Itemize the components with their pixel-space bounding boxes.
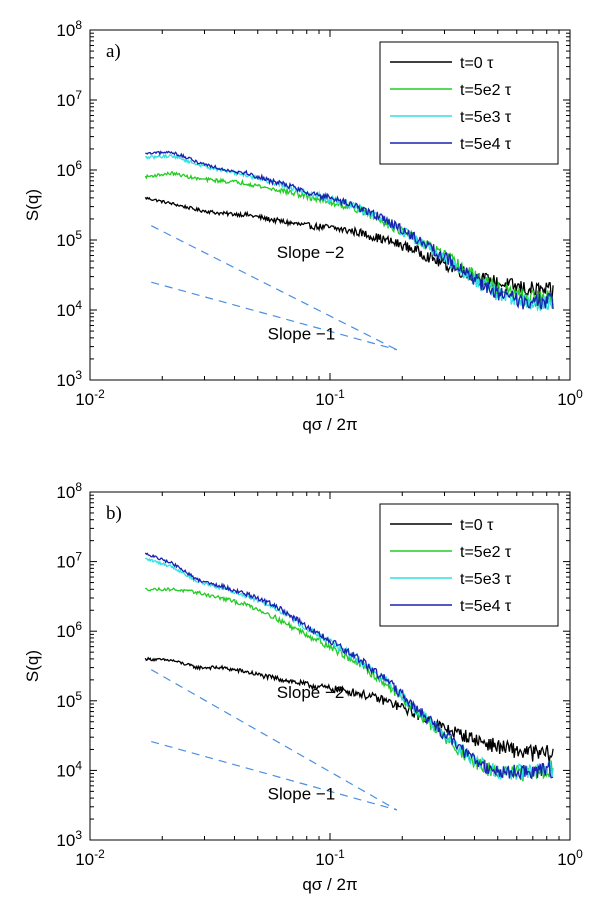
y-tick-label-exponent: 7	[75, 550, 82, 564]
panel-label: a)	[106, 41, 121, 62]
x-tick-label: 10-1	[315, 387, 345, 409]
legend: t=0 τ t=5e2 τ t=5e3 τ t=5e4 τ	[379, 503, 559, 627]
slope-1-label: Slope −1	[268, 324, 336, 343]
legend: t=0 τ t=5e2 τ t=5e3 τ t=5e4 τ	[379, 41, 559, 165]
slope-2-guide-line	[150, 225, 398, 351]
y-tick-label-base: 10	[56, 301, 75, 320]
x-axis-label: qσ / 2π	[302, 875, 357, 894]
legend-entry: t=5e3 τ	[460, 571, 512, 588]
y-tick-label-base: 10	[56, 371, 75, 390]
series-group	[144, 552, 554, 782]
x-tick-label: 100	[557, 387, 583, 409]
series-line-3	[144, 552, 554, 781]
y-tick-label-exponent: 5	[75, 228, 82, 242]
y-tick-label-base: 10	[56, 553, 75, 572]
y-tick-label-exponent: 8	[75, 480, 82, 494]
y-tick-label: 105	[56, 689, 82, 711]
x-tick-label-exponent: -1	[334, 847, 345, 861]
y-tick-label-exponent: 8	[75, 18, 82, 32]
y-axis-label: S(q)	[23, 650, 42, 682]
legend-entry: t=5e4 τ	[460, 136, 512, 153]
slope-1-guide-line	[151, 281, 398, 351]
y-tick-label: 106	[56, 158, 82, 180]
plot-border	[89, 491, 571, 841]
x-tick-label: 100	[557, 847, 583, 869]
y-tick-label: 104	[56, 298, 82, 320]
slope-1-guide-line	[151, 740, 398, 811]
legend-entry: t=0 τ	[460, 55, 494, 72]
plot-border	[89, 29, 571, 381]
y-tick-label: 108	[56, 18, 82, 40]
legend-entry: t=5e2 τ	[460, 544, 512, 561]
y-tick-label: 105	[56, 228, 82, 250]
series-group	[144, 150, 554, 313]
y-tick-label-exponent: 5	[75, 689, 82, 703]
y-tick-label-base: 10	[56, 21, 75, 40]
y-tick-label-exponent: 4	[75, 298, 82, 312]
y-tick-label-base: 10	[56, 91, 75, 110]
axis-ticks	[89, 29, 571, 381]
series-line-0	[144, 656, 554, 763]
y-tick-label-exponent: 4	[75, 758, 82, 772]
x-tick-label-base: 10	[315, 390, 334, 409]
slope-2-guide-line	[150, 669, 398, 811]
x-tick-label-exponent: 0	[576, 387, 583, 401]
legend-entry: t=5e2 τ	[460, 82, 512, 99]
legend-entry: t=0 τ	[460, 517, 494, 534]
x-tick-label-exponent: 0	[576, 847, 583, 861]
slope-2-label: Slope −2	[277, 243, 345, 262]
y-tick-label-base: 10	[56, 692, 75, 711]
y-tick-label-exponent: 6	[75, 619, 82, 633]
series-line-2	[145, 153, 554, 313]
x-tick-label: 10-1	[315, 847, 345, 869]
slope-2-label: Slope −2	[277, 683, 345, 702]
y-tick-label: 108	[56, 480, 82, 502]
y-tick-label-base: 10	[56, 622, 75, 641]
x-tick-label: 10-2	[75, 847, 105, 869]
x-tick-label-exponent: -2	[94, 387, 105, 401]
y-tick-label-exponent: 3	[75, 828, 82, 842]
y-tick-label-base: 10	[56, 161, 75, 180]
y-tick-label: 107	[56, 550, 82, 572]
panel-label: b)	[106, 503, 122, 524]
x-tick-label-exponent: -2	[94, 847, 105, 861]
series-line-3	[145, 150, 554, 310]
x-tick-label: 10-2	[75, 387, 105, 409]
y-tick-label-exponent: 6	[75, 158, 82, 172]
x-tick-label-base: 10	[557, 850, 576, 869]
series-line-0	[144, 196, 554, 299]
y-tick-label-base: 10	[56, 231, 75, 250]
y-tick-label: 107	[56, 88, 82, 110]
x-tick-label-base: 10	[315, 850, 334, 869]
y-tick-label: 103	[56, 368, 82, 390]
slope-1-label: Slope −1	[268, 785, 336, 804]
x-tick-label-exponent: -1	[334, 387, 345, 401]
x-axis-label: qσ / 2π	[302, 415, 357, 434]
y-tick-label-base: 10	[56, 831, 75, 850]
y-tick-label: 104	[56, 758, 82, 780]
y-tick-label-base: 10	[56, 483, 75, 502]
y-tick-label-base: 10	[56, 761, 75, 780]
legend-entry: t=5e4 τ	[460, 598, 512, 615]
y-tick-label: 106	[56, 619, 82, 641]
x-tick-label-base: 10	[557, 390, 576, 409]
x-tick-label-base: 10	[75, 390, 94, 409]
legend-entry: t=5e3 τ	[460, 109, 512, 126]
y-tick-label-exponent: 3	[75, 368, 82, 382]
x-tick-label-base: 10	[75, 850, 94, 869]
y-tick-label: 103	[56, 828, 82, 850]
y-axis-label: S(q)	[23, 189, 42, 221]
y-tick-label-exponent: 7	[75, 88, 82, 102]
